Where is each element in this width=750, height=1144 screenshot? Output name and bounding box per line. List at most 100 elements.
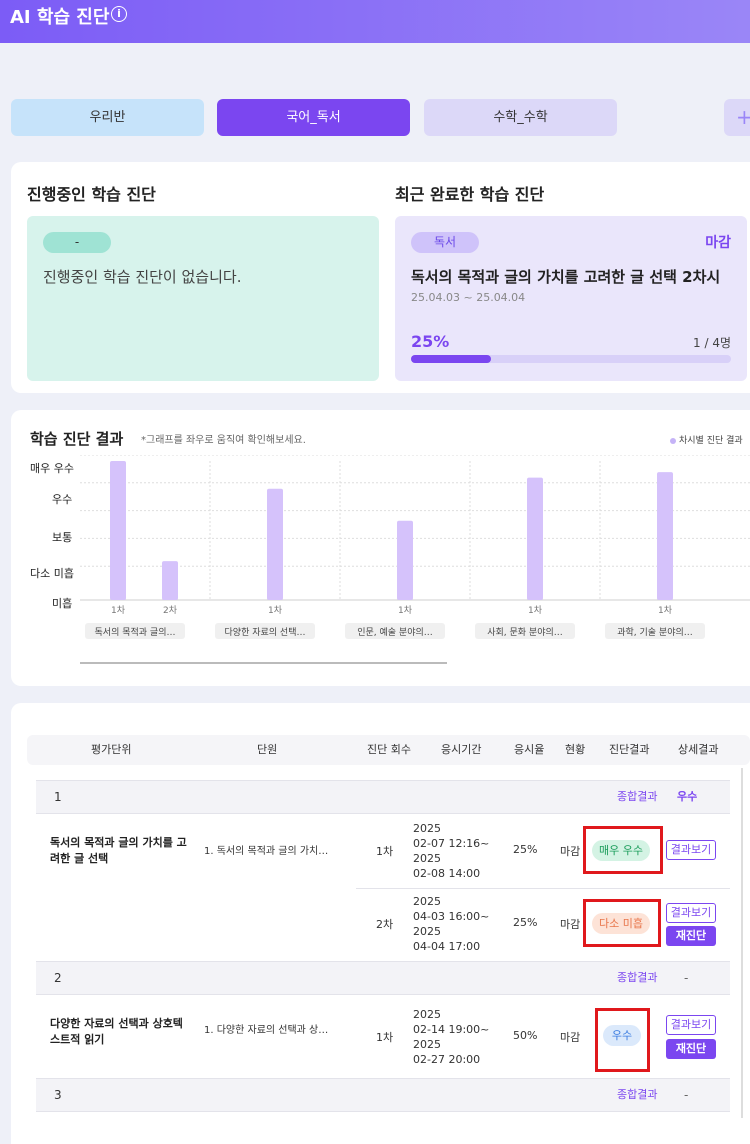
table-group-row: 3 종합결과 - [36, 1078, 730, 1112]
header-attempts: 진단 회수 [367, 743, 411, 756]
group-label-bg [475, 623, 575, 639]
view-result-button[interactable]: 결과보기 [666, 1015, 716, 1035]
recent-title: 최근 완료한 학습 진단 [395, 185, 545, 204]
header-period: 응시기간 [441, 743, 482, 756]
retest-button[interactable]: 재진단 [666, 926, 716, 946]
chart-bar [162, 561, 178, 600]
attempt-status: 마감 [560, 1031, 581, 1044]
diagnosis-chart-panel [11, 410, 750, 686]
chart-horizontal-scrollbar[interactable] [80, 662, 447, 664]
group-number: 1 [54, 790, 62, 804]
attempt-round: 2차 [376, 918, 394, 931]
info-icon[interactable]: i [111, 6, 127, 22]
ongoing-title: 진행중인 학습 진단 [27, 185, 156, 204]
diagnosis-date: 25.04.03 ~ 25.04.04 [411, 291, 526, 304]
group-overall-result: 우수 [677, 790, 698, 803]
attempt-period: 2025 04-03 16:00~ 2025 04-04 17:00 [413, 894, 489, 954]
add-tab-button[interactable]: + [724, 99, 750, 136]
result-badge: 다소 미흡 [592, 913, 650, 934]
chart-title: 학습 진단 결과 [30, 430, 124, 448]
attempt-period: 2025 02-07 12:16~ 2025 02-08 14:00 [413, 821, 489, 881]
y-label-somewhat-poor: 다소 미흡 [30, 567, 74, 580]
result-badge: 매우 우수 [592, 840, 650, 861]
unit-name: 독서의 목적과 글의 가치를 고려한 글 선택 [50, 836, 187, 865]
summary-result-link[interactable]: 종합결과 [617, 971, 658, 984]
legend-dot [670, 437, 676, 444]
attempt-round: 1차 [376, 1031, 394, 1044]
attempt-period: 2025 02-14 19:00~ 2025 02-27 20:00 [413, 1007, 489, 1067]
group-overall-result: - [684, 1088, 689, 1102]
ongoing-badge: - [43, 232, 111, 253]
tab-our-class[interactable]: 우리반 [11, 99, 204, 136]
period-line: 2025 [413, 822, 441, 835]
group-overall-result: - [684, 971, 689, 985]
period-line: 2025 [413, 1008, 441, 1021]
app-header: AI 학습 진단 i [0, 0, 750, 43]
highlight-box [583, 899, 661, 947]
group-label: 다양한 자료의 선택… [225, 627, 306, 638]
bar-round-label: 1차 [658, 604, 673, 616]
attempt-rate: 25% [513, 843, 538, 856]
view-result-button[interactable]: 결과보기 [666, 840, 716, 860]
completion-percent: 25% [411, 332, 450, 351]
retest-button[interactable]: 재진단 [666, 1039, 716, 1059]
progress-bar [411, 355, 731, 363]
chart-bar [527, 477, 543, 600]
tab-korean-reading[interactable]: 국어_독서 [217, 99, 410, 136]
summary-result-link[interactable]: 종합결과 [617, 790, 658, 803]
period-line: 2025 [413, 925, 441, 938]
bar-round-label: 1차 [398, 604, 413, 616]
result-badge: 우수 [603, 1025, 641, 1046]
recent-diagnosis-card[interactable]: 독서 마감 독서의 목적과 글의 가치를 고려한 글 선택 2차시 25.04.… [395, 216, 747, 381]
group-label-bg [85, 623, 185, 639]
summary-result-link[interactable]: 종합결과 [617, 1088, 658, 1101]
header-rate: 응시율 [514, 743, 545, 756]
group-label: 과학, 기술 분야의… [617, 627, 693, 638]
bar-round-label: 2차 [163, 604, 178, 616]
table-group-row: 1 종합결과 우수 [36, 780, 730, 814]
period-line: 02-14 19:00~ [413, 1023, 490, 1036]
header-detail: 상세결과 [678, 743, 719, 756]
table-group-row: 2 종합결과 - [36, 961, 730, 995]
period-line: 2025 [413, 1038, 441, 1051]
chart-bar [267, 488, 283, 600]
group-label-bg [345, 623, 445, 639]
tab-math[interactable]: 수학_수학 [424, 99, 617, 136]
ongoing-empty-text: 진행중인 학습 진단이 없습니다. [43, 268, 242, 286]
chart-legend: 차시별 진단 결과 [670, 433, 743, 446]
legend-label: 차시별 진단 결과 [679, 436, 743, 446]
period-line: 04-04 17:00 [413, 940, 481, 953]
view-result-button[interactable]: 결과보기 [666, 903, 716, 923]
y-label-very-good: 매우 우수 [30, 462, 74, 475]
chapter-name: 1. 다양한 자료의 선택과 상… [204, 1025, 329, 1036]
highlight-box [595, 1008, 650, 1072]
chart-bar [110, 461, 126, 600]
completion-count: 1 / 4명 [693, 336, 731, 350]
header-result: 진단결과 [609, 743, 650, 756]
status-label: 마감 [705, 235, 731, 251]
chart-note: *그래프를 좌우로 움직여 확인해보세요. [141, 435, 306, 446]
group-label: 사회, 문화 분야의… [487, 627, 563, 638]
y-label-poor: 미흡 [52, 597, 73, 610]
unit-name: 다양한 자료의 선택과 상호텍스트적 읽기 [50, 1017, 183, 1046]
chapter-name: 1. 독서의 목적과 글의 가치… [204, 846, 329, 857]
table-scrollbar[interactable] [741, 768, 743, 1118]
period-line: 04-03 16:00~ [413, 910, 490, 923]
group-label: 인문, 예술 분야의… [357, 627, 433, 638]
bar-round-label: 1차 [268, 604, 283, 616]
y-label-average: 보통 [52, 531, 73, 544]
group-label: 독서의 목적과 글의… [95, 626, 176, 638]
diagnosis-name: 독서의 목적과 글의 가치를 고려한 글 선택 2차시 [411, 268, 721, 286]
bar-round-label: 1차 [111, 604, 126, 616]
period-line: 02-07 12:16~ [413, 837, 490, 850]
header-unit: 평가단위 [91, 743, 132, 756]
period-line: 2025 [413, 895, 441, 908]
attempt-round: 1차 [376, 845, 394, 858]
row-divider [356, 888, 730, 889]
attempt-status: 마감 [560, 845, 581, 858]
period-line: 02-27 20:00 [413, 1053, 481, 1066]
progress-fill [411, 355, 491, 363]
period-line: 02-08 14:00 [413, 867, 481, 880]
plus-icon: + [736, 105, 750, 129]
